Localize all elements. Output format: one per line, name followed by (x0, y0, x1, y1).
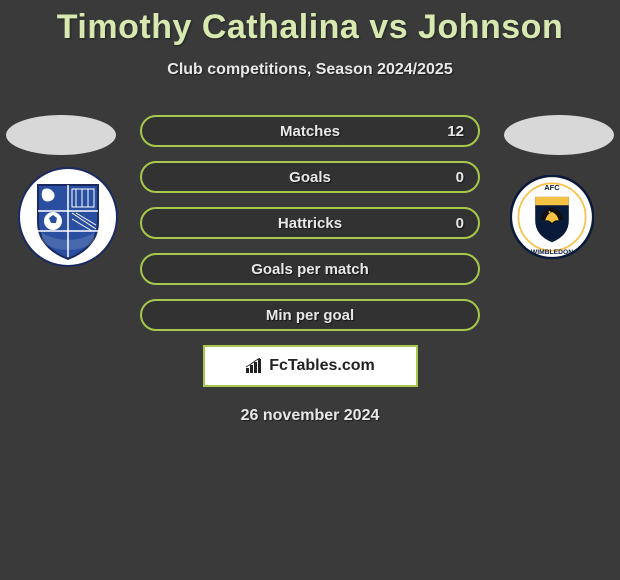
club-badge-right: AFC WIMBLEDON (502, 167, 602, 267)
club-badge-left (18, 167, 118, 267)
comparison-panel: AFC WIMBLEDON Matches 12 Goals 0 Hattric… (0, 115, 620, 425)
stats-list: Matches 12 Goals 0 Hattricks 0 Goals per… (140, 115, 480, 331)
svg-text:AFC: AFC (544, 183, 560, 192)
wimbledon-badge-icon: AFC WIMBLEDON (510, 175, 594, 259)
stat-value-right: 12 (447, 123, 464, 140)
stat-row-hattricks: Hattricks 0 (140, 207, 480, 239)
subtitle: Club competitions, Season 2024/2025 (0, 61, 620, 79)
brand-attribution: FcTables.com (203, 345, 418, 387)
date-label: 26 november 2024 (0, 407, 620, 425)
tranmere-badge-icon (18, 167, 118, 267)
stat-label: Matches (280, 123, 340, 140)
bar-chart-icon (245, 358, 265, 374)
page-title: Timothy Cathalina vs Johnson (0, 0, 620, 47)
stat-label: Goals per match (251, 261, 369, 278)
stat-value-right: 0 (456, 215, 464, 232)
brand-label: FcTables.com (269, 357, 375, 375)
stat-label: Goals (289, 169, 331, 186)
stat-value-right: 0 (456, 169, 464, 186)
stat-label: Min per goal (266, 307, 354, 324)
stat-row-goals: Goals 0 (140, 161, 480, 193)
stat-row-min-per-goal: Min per goal (140, 299, 480, 331)
player-avatar-right (504, 115, 614, 155)
stat-label: Hattricks (278, 215, 342, 232)
stat-row-matches: Matches 12 (140, 115, 480, 147)
svg-text:WIMBLEDON: WIMBLEDON (531, 249, 573, 256)
stat-row-goals-per-match: Goals per match (140, 253, 480, 285)
player-avatar-left (6, 115, 116, 155)
